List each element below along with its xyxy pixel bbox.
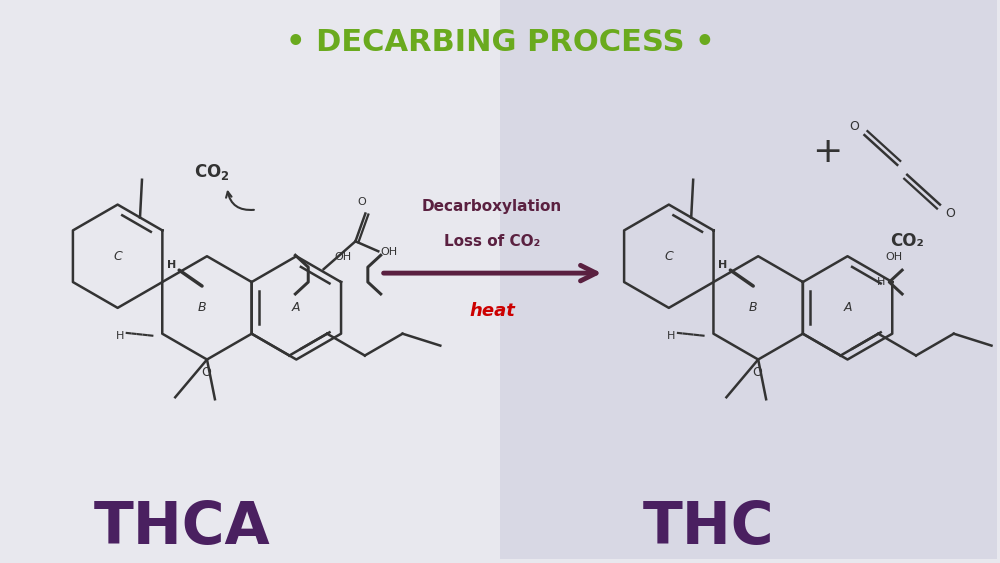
FancyBboxPatch shape bbox=[3, 0, 500, 559]
Text: H: H bbox=[116, 330, 125, 341]
Text: O: O bbox=[850, 119, 859, 133]
Text: O: O bbox=[752, 366, 762, 379]
Text: O: O bbox=[945, 207, 955, 220]
Text: OH: OH bbox=[334, 252, 352, 262]
Text: H: H bbox=[167, 260, 176, 270]
Text: OH: OH bbox=[886, 252, 903, 262]
Text: heat: heat bbox=[469, 302, 515, 320]
Text: O: O bbox=[357, 196, 366, 207]
Text: $\mathbf{CO_2}$: $\mathbf{CO_2}$ bbox=[194, 162, 230, 182]
Text: H: H bbox=[877, 277, 885, 287]
Text: C: C bbox=[113, 250, 122, 263]
FancyBboxPatch shape bbox=[500, 0, 997, 559]
Text: THCA: THCA bbox=[94, 499, 271, 556]
Text: A: A bbox=[843, 301, 852, 314]
Text: THC: THC bbox=[643, 499, 774, 556]
Text: O: O bbox=[201, 366, 211, 379]
Text: B: B bbox=[198, 301, 206, 314]
Text: +: + bbox=[813, 135, 843, 169]
Text: H: H bbox=[667, 330, 676, 341]
Text: OH: OH bbox=[381, 247, 398, 257]
Text: B: B bbox=[749, 301, 758, 314]
Text: H: H bbox=[718, 260, 727, 270]
Text: Decarboxylation: Decarboxylation bbox=[422, 199, 562, 214]
Text: A: A bbox=[292, 301, 301, 314]
Text: CO₂: CO₂ bbox=[890, 233, 924, 251]
Text: • DECARBING PROCESS •: • DECARBING PROCESS • bbox=[286, 28, 714, 57]
Text: C: C bbox=[664, 250, 673, 263]
Text: Loss of CO₂: Loss of CO₂ bbox=[444, 234, 540, 249]
